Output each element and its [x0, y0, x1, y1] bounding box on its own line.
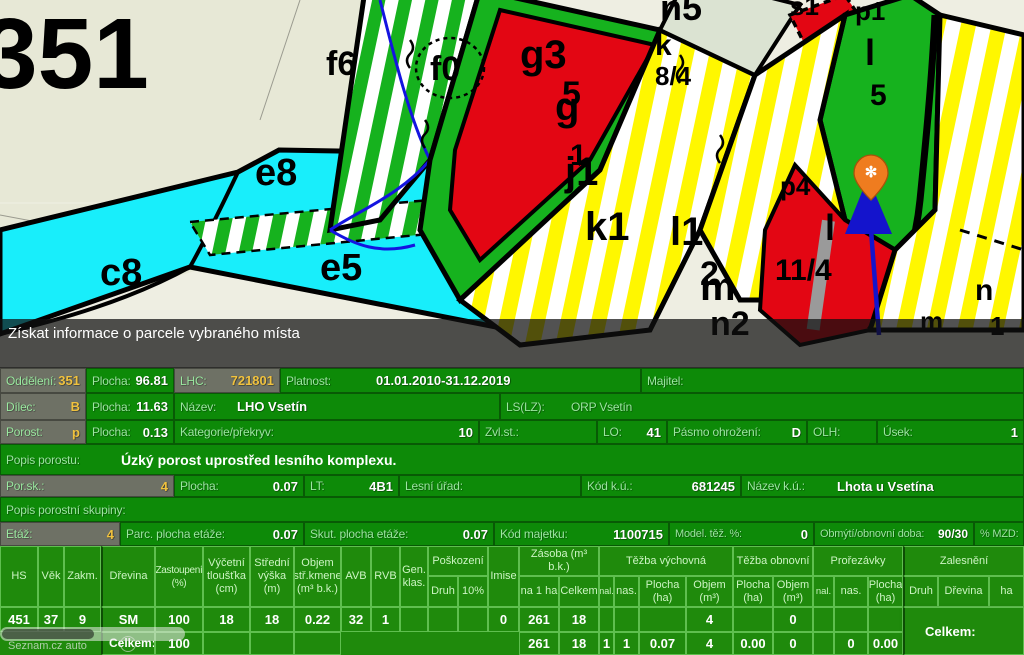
svg-text:n5: n5	[660, 0, 702, 28]
svg-text:351: 351	[0, 0, 149, 110]
svg-text:✻: ✻	[865, 164, 878, 181]
svg-text:k1: k1	[585, 205, 630, 249]
svg-text:e5: e5	[320, 247, 362, 289]
svg-text:g3: g3	[520, 33, 567, 77]
svg-text:m: m	[700, 265, 736, 309]
svg-text:g: g	[555, 85, 579, 129]
svg-text:e8: e8	[255, 152, 297, 194]
svg-text:c8: c8	[100, 252, 142, 294]
svg-text:p4: p4	[780, 171, 811, 201]
svg-text:j1: j1	[564, 150, 598, 194]
svg-text:l1: l1	[670, 210, 703, 254]
svg-text:f0: f0	[430, 50, 460, 88]
svg-text:s1: s1	[790, 0, 819, 21]
svg-text:l: l	[865, 32, 875, 73]
svg-text:l: l	[825, 207, 835, 248]
svg-text:8/4: 8/4	[655, 61, 692, 91]
svg-text:n: n	[975, 274, 993, 307]
svg-text:k: k	[655, 29, 672, 62]
svg-text:5: 5	[870, 79, 887, 112]
svg-text:11/4: 11/4	[775, 254, 832, 287]
svg-text:p1: p1	[855, 0, 885, 26]
svg-text:f6: f6	[326, 45, 356, 83]
